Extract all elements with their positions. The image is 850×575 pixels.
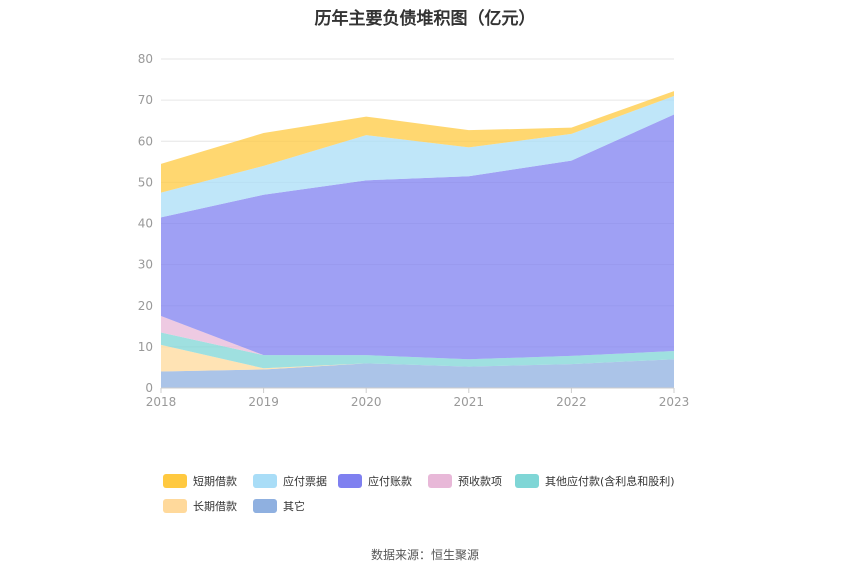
x-tick-label: 2021 — [454, 395, 485, 409]
legend-swatch — [163, 499, 187, 513]
area-series — [161, 96, 674, 218]
y-tick-label: 80 — [138, 52, 153, 66]
data-source: 数据来源：恒生聚源 — [370, 548, 479, 562]
y-tick-label: 60 — [138, 134, 153, 148]
y-tick-label: 50 — [138, 175, 153, 189]
chart-title: 历年主要负债堆积图（亿元） — [314, 9, 536, 29]
x-tick-label: 2019 — [248, 395, 279, 409]
legend-label: 应付账款 — [368, 475, 412, 488]
legend-swatch — [163, 474, 187, 488]
legend-label: 其它 — [283, 500, 305, 513]
x-tick-label: 2018 — [146, 395, 177, 409]
legend-item[interactable]: 长期借款 — [163, 498, 237, 514]
area-series — [161, 344, 674, 372]
area-series — [161, 359, 674, 388]
x-tick-label: 2022 — [556, 395, 587, 409]
y-tick-label: 70 — [138, 93, 153, 107]
legend-item[interactable]: 应付票据 — [253, 473, 327, 489]
legend-swatch — [428, 474, 452, 488]
legend-label: 其他应付款(含利息和股利) — [545, 475, 675, 488]
stacked-area-chart: 0 10 20 30 40 50 60 70 80 2018 2019 2020 2021 2022 202… — [138, 52, 690, 409]
area-series — [161, 332, 674, 369]
legend-item[interactable]: 其它 — [253, 498, 305, 514]
legend-item[interactable]: 其他应付款(含利息和股利) — [515, 473, 675, 489]
y-tick-label: 0 — [145, 381, 153, 395]
legend-item[interactable]: 应付账款 — [338, 473, 412, 489]
legend-item[interactable]: 短期借款 — [163, 473, 237, 489]
y-tick-label: 20 — [138, 299, 153, 313]
legend-swatch — [515, 474, 539, 488]
x-tick-label: 2023 — [659, 395, 690, 409]
legend-swatch — [253, 499, 277, 513]
y-tick-label: 10 — [138, 340, 153, 354]
legend-swatch — [338, 474, 362, 488]
legend-label: 应付票据 — [283, 475, 327, 488]
legend-item[interactable]: 预收款项 — [428, 473, 502, 489]
area-series — [161, 114, 674, 360]
legend-swatch — [253, 474, 277, 488]
legend-label: 短期借款 — [193, 475, 237, 488]
area-series — [161, 91, 674, 193]
x-tick-label: 2020 — [351, 395, 382, 409]
y-tick-label: 40 — [138, 217, 153, 231]
legend-label: 预收款项 — [458, 475, 502, 488]
y-tick-label: 30 — [138, 258, 153, 272]
legend-label: 长期借款 — [193, 500, 237, 513]
